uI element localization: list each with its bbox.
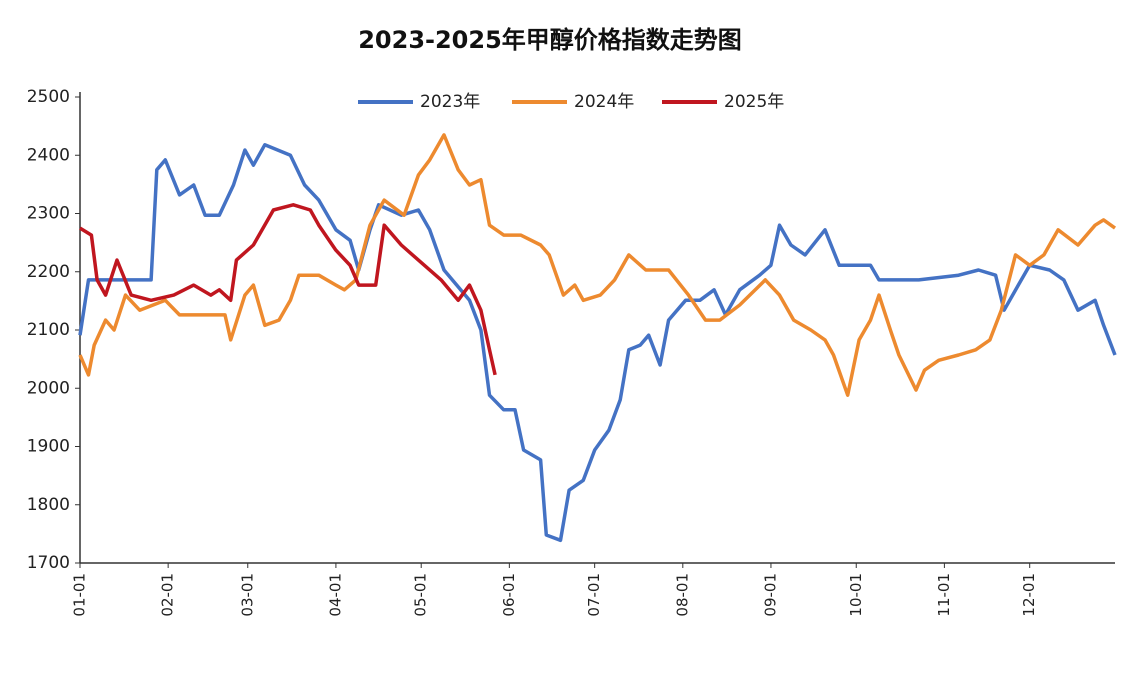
y-tick-label: 2500 [27, 87, 70, 107]
x-tick-label: 04-01 [326, 573, 344, 617]
series-line [78, 143, 1117, 543]
y-tick-label: 2400 [27, 145, 70, 165]
x-tick-label: 02-01 [159, 573, 177, 617]
x-tick-label: 12-01 [1020, 573, 1038, 617]
series-line [78, 133, 1117, 397]
x-tick-label: 08-01 [673, 573, 691, 617]
x-tick-label: 03-01 [238, 573, 256, 617]
series-line [79, 203, 497, 376]
legend-label: 2023年 [420, 92, 480, 112]
x-tick-label: 11-01 [935, 573, 953, 617]
x-tick-label: 10-01 [847, 573, 865, 617]
legend-label: 2025年 [724, 92, 784, 112]
y-tick-label: 1700 [27, 553, 70, 573]
x-tick-label: 09-01 [761, 573, 779, 617]
y-tick-label: 2100 [27, 320, 70, 340]
y-tick-label: 2000 [27, 378, 70, 398]
x-tick-label: 06-01 [500, 573, 518, 617]
x-tick-label: 05-01 [412, 573, 430, 617]
y-tick-label: 2200 [27, 262, 70, 282]
x-tick-label: 01-01 [71, 573, 89, 617]
y-tick-label: 1800 [27, 495, 70, 515]
legend-label: 2024年 [574, 92, 634, 112]
chart-title: 2023-2025年甲醇价格指数走势图 [358, 26, 742, 54]
y-tick-label: 2300 [27, 204, 70, 224]
y-tick-label: 1900 [27, 437, 70, 457]
x-tick-label: 07-01 [585, 573, 603, 617]
